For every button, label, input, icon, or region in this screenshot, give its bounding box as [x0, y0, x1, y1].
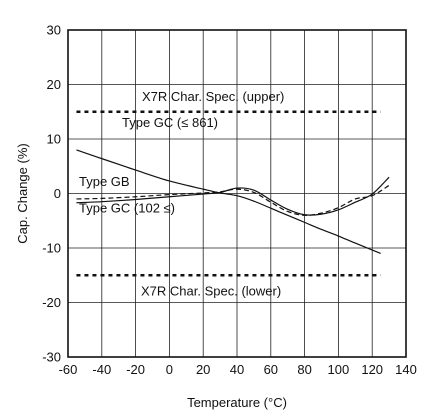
- x-axis-title: Temperature (°C): [187, 395, 287, 410]
- type-gb-label: Type GB: [79, 174, 130, 189]
- series-lines: [76, 149, 390, 255]
- series-line-type-gc-102: [76, 176, 390, 216]
- x-tick-label: 0: [166, 362, 173, 377]
- plot-frame: [67, 29, 407, 358]
- type-gc-102-label: Type GC (102 ≤): [79, 200, 175, 215]
- grid-lines: [68, 30, 406, 357]
- x-tick-label: -60: [59, 362, 78, 377]
- x-tick-label: 120: [361, 362, 383, 377]
- x-tick-label: 60: [264, 362, 278, 377]
- y-tick-label: 20: [47, 77, 61, 92]
- y-tick-label: 10: [47, 132, 61, 147]
- y-axis-title: Cap. Change (%): [15, 143, 30, 243]
- x-tick-label: 140: [395, 362, 417, 377]
- upper-spec-label: X7R Char. Spec. (upper): [142, 89, 284, 104]
- reference-lines: [76, 110, 381, 277]
- y-tick-label: 0: [54, 186, 61, 201]
- type-gc-861-label: Type GC (≤ 861): [122, 115, 218, 130]
- y-tick-label: -30: [42, 350, 61, 365]
- x-tick-label: 20: [196, 362, 210, 377]
- x-tick-label: -20: [126, 362, 145, 377]
- x-tick-label: 40: [230, 362, 244, 377]
- y-tick-label: -20: [42, 295, 61, 310]
- x-tick-label: 80: [297, 362, 311, 377]
- series-line-type-gb: [76, 184, 390, 216]
- y-tick-label: 30: [47, 23, 61, 38]
- x-tick-label: 100: [328, 362, 350, 377]
- tick-labels: -60 -40 -20 0 20 40 60 80 100 120 140 -30 -20 -10 0 10 2…: [42, 23, 417, 378]
- lower-spec-label: X7R Char. Spec. (lower): [141, 283, 281, 298]
- x-tick-label: -40: [92, 362, 111, 377]
- y-tick-label: -10: [42, 241, 61, 256]
- series-line-type-gc-861: [76, 149, 381, 255]
